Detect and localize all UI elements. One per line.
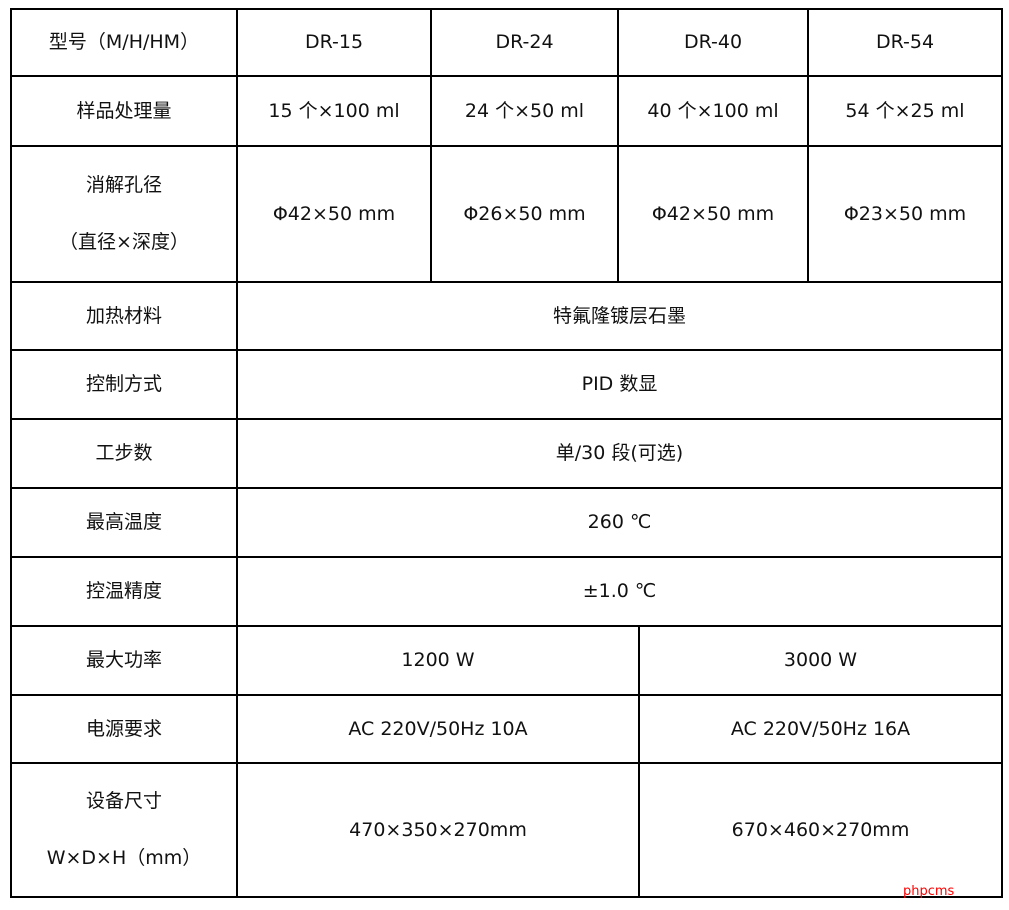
- supply-label: 电源要求: [12, 696, 236, 762]
- supply-value: AC 220V/50Hz 10A: [238, 696, 638, 762]
- hole-label-line1: 消解孔径: [85, 174, 162, 196]
- power-value: 3000 W: [640, 627, 1001, 694]
- power-label: 最大功率: [12, 627, 236, 694]
- hole-value: Φ23×50 mm: [809, 147, 1001, 281]
- model-dr40: DR-40: [619, 10, 807, 75]
- capacity-value: 54 个×25 ml: [809, 77, 1001, 145]
- steps-value: 单/30 段(可选): [238, 420, 1001, 487]
- capacity-value: 24 个×50 ml: [432, 77, 617, 145]
- control-label: 控制方式: [12, 351, 236, 418]
- supply-value: AC 220V/50Hz 16A: [640, 696, 1001, 762]
- spec-table: 型号（M/H/HM） DR-15 DR-24 DR-40 DR-54 样品处理量…: [10, 8, 1003, 898]
- hole-label-line2: （直径×深度）: [59, 231, 189, 253]
- capacity-value: 15 个×100 ml: [238, 77, 430, 145]
- watermark: phpcms: [903, 884, 955, 899]
- size-value: 470×350×270mm: [238, 764, 638, 896]
- control-value: PID 数显: [238, 351, 1001, 418]
- hole-value: Φ26×50 mm: [432, 147, 617, 281]
- model-dr54: DR-54: [809, 10, 1001, 75]
- header-label: 型号（M/H/HM）: [12, 10, 236, 75]
- max-temp-label: 最高温度: [12, 489, 236, 556]
- hole-value: Φ42×50 mm: [619, 147, 807, 281]
- power-value: 1200 W: [238, 627, 638, 694]
- size-label: 设备尺寸 W×D×H（mm）: [12, 764, 236, 896]
- capacity-label: 样品处理量: [12, 77, 236, 145]
- max-temp-value: 260 ℃: [238, 489, 1001, 556]
- steps-label: 工步数: [12, 420, 236, 487]
- heating-label: 加热材料: [12, 283, 236, 349]
- size-label-line1: 设备尺寸: [85, 790, 162, 812]
- capacity-value: 40 个×100 ml: [619, 77, 807, 145]
- hole-value: Φ42×50 mm: [238, 147, 430, 281]
- model-dr15: DR-15: [238, 10, 430, 75]
- accuracy-value: ±1.0 ℃: [238, 558, 1001, 625]
- size-value: 670×460×270mm: [640, 764, 1001, 896]
- accuracy-label: 控温精度: [12, 558, 236, 625]
- heating-value: 特氟隆镀层石墨: [238, 283, 1001, 349]
- size-label-line2: W×D×H（mm）: [46, 847, 202, 869]
- hole-label: 消解孔径 （直径×深度）: [12, 147, 236, 281]
- model-dr24: DR-24: [432, 10, 617, 75]
